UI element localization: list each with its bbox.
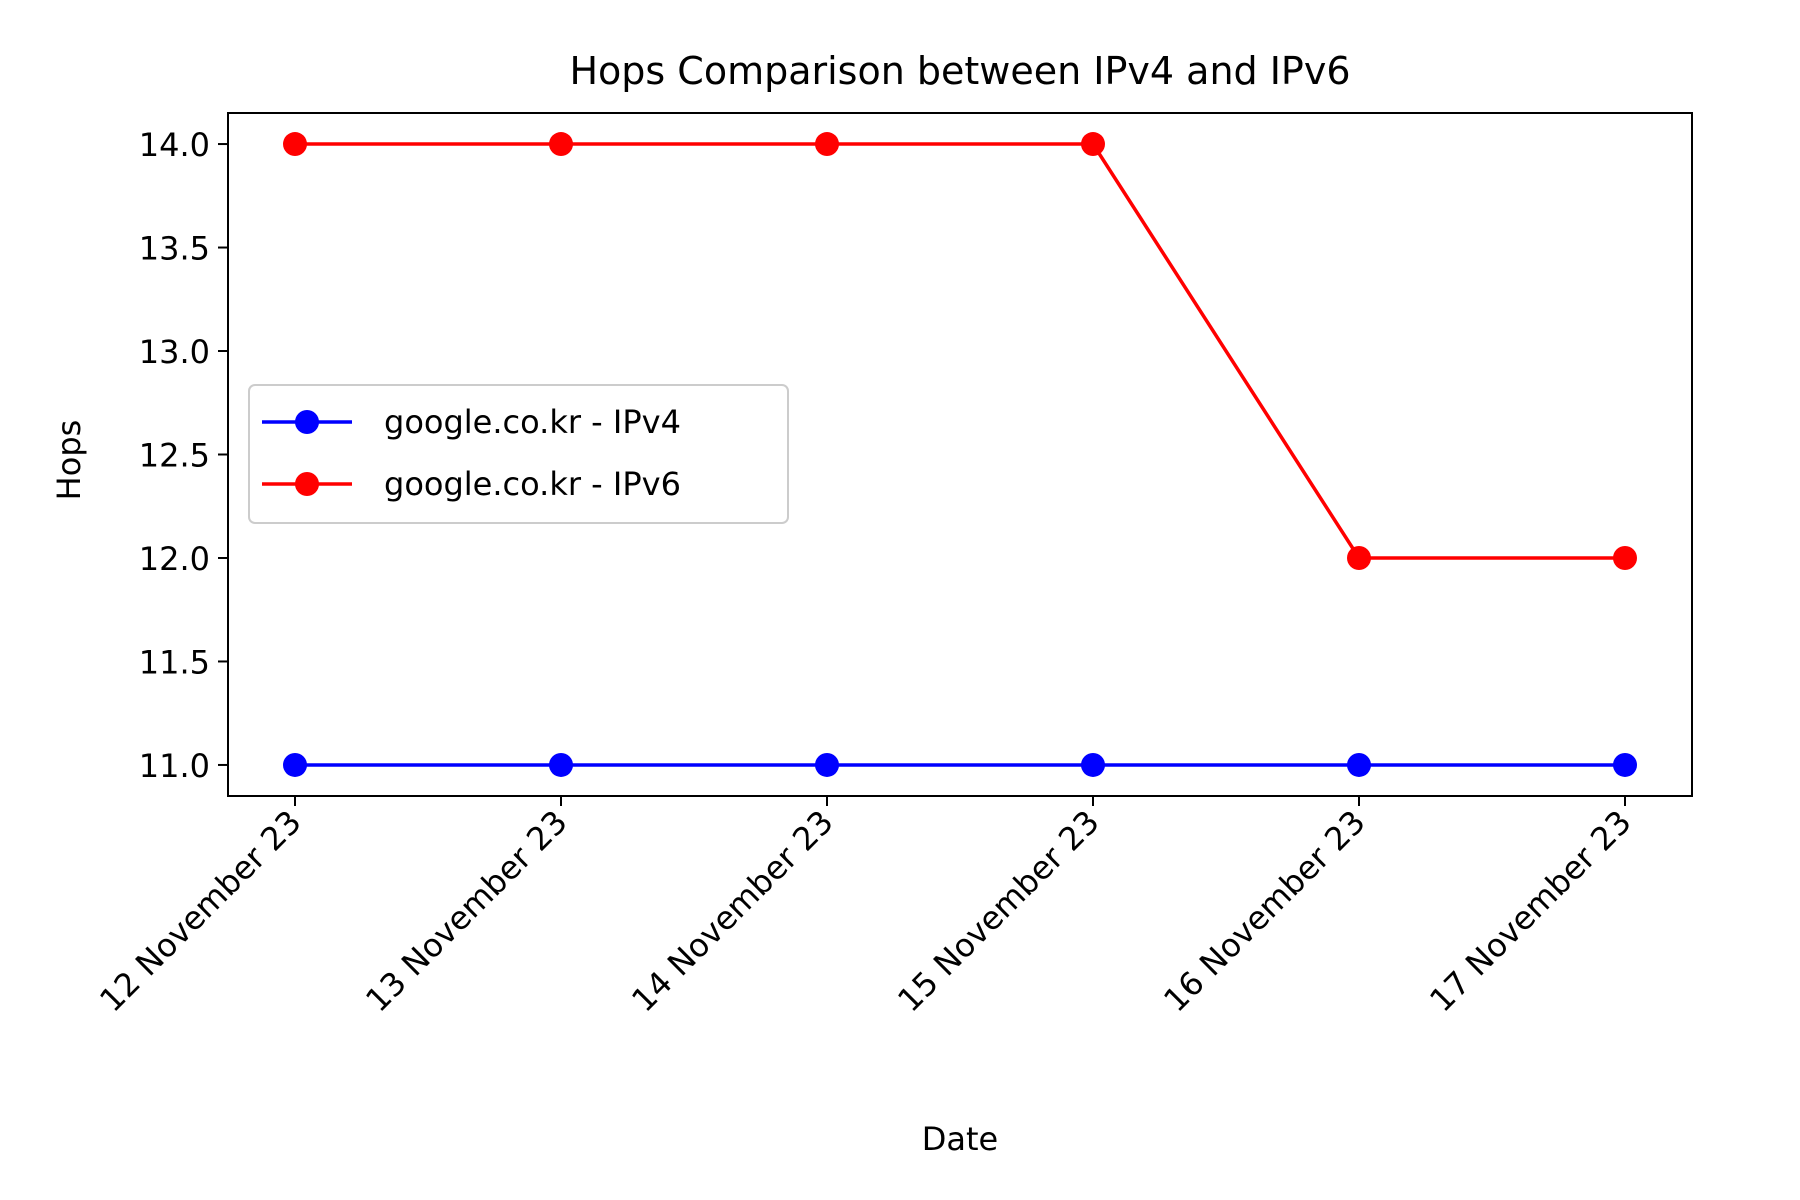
series-line (295, 142, 1625, 560)
series-1 (283, 132, 1637, 570)
y-tick-label: 13.0 (139, 333, 210, 371)
data-point (1347, 752, 1371, 777)
data-point (283, 132, 307, 157)
data-point (549, 132, 573, 157)
y-tick-label: 12.5 (139, 437, 210, 475)
data-point (1347, 545, 1371, 570)
y-tick-label: 14.0 (139, 126, 210, 164)
y-tick-label: 11.5 (139, 643, 210, 681)
y-axis-label: Hops (50, 420, 88, 501)
data-point (815, 752, 839, 777)
series-0 (283, 752, 1637, 777)
y-tick-label: 13.5 (139, 230, 210, 268)
data-point (549, 752, 573, 777)
data-point (1613, 752, 1637, 777)
legend-label: google.co.kr - IPv4 (384, 403, 681, 441)
legend-marker (295, 410, 319, 434)
y-tick-label: 12.0 (139, 540, 210, 578)
data-point (283, 752, 307, 777)
legend-frame (248, 384, 789, 524)
legend: google.co.kr - IPv4 google.co.kr - IPv6 (248, 384, 789, 524)
data-point (1081, 752, 1105, 777)
data-point (1613, 545, 1637, 570)
legend-marker (295, 472, 319, 496)
y-tick-label: 11.0 (139, 747, 210, 785)
data-point (815, 132, 839, 157)
legend-label: google.co.kr - IPv6 (384, 465, 681, 503)
y-axis: 11.0 11.5 12.0 12.5 13.0 13.5 14.0 (139, 126, 228, 785)
x-axis-label: Date (922, 1120, 998, 1158)
data-point (1081, 132, 1105, 157)
series-layer (283, 132, 1637, 777)
chart-title: Hops Comparison between IPv4 and IPv6 (569, 49, 1350, 93)
